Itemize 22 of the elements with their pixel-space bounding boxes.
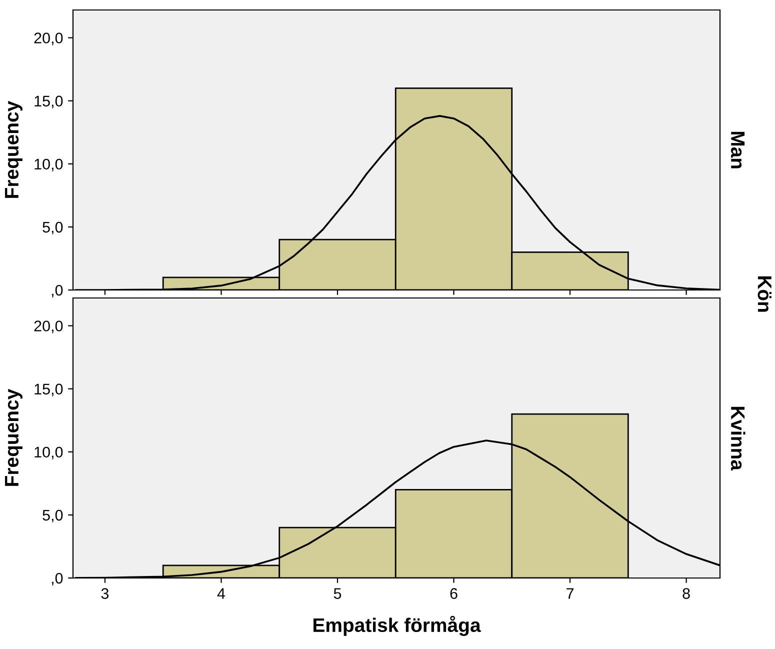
y-tick-label: 15,0 — [34, 96, 63, 108]
y-tick-label: 20,0 — [34, 320, 63, 334]
x-axis-title: Empatisk förmåga — [314, 616, 481, 636]
text: Kvinna — [730, 406, 746, 471]
y-tick-label: 10,0 — [34, 158, 63, 172]
y-tick-label: 5,0 — [42, 222, 63, 234]
x-tick-label: 7 — [566, 588, 574, 599]
y-tick-label: 20,0 — [34, 32, 63, 46]
x-tick-label: 5 — [334, 588, 342, 599]
y-axis-title: Frequency — [5, 100, 22, 198]
y-tick-label: ,0 — [52, 284, 63, 298]
text: Kön — [758, 276, 772, 312]
y-tick-label: 10,0 — [34, 446, 63, 460]
text: Man — [730, 132, 745, 168]
x-tick-label: 6 — [450, 588, 458, 599]
y-tick-label: 5,0 — [42, 510, 63, 522]
y-tick-label: 15,0 — [34, 384, 63, 396]
x-tick-label: 4 — [217, 588, 226, 599]
y-axis-title: Frequency — [5, 388, 22, 486]
y-tick-label: ,0 — [52, 572, 63, 586]
x-tick-label: 8 — [682, 588, 690, 599]
x-tick-label: 3 — [101, 588, 109, 599]
